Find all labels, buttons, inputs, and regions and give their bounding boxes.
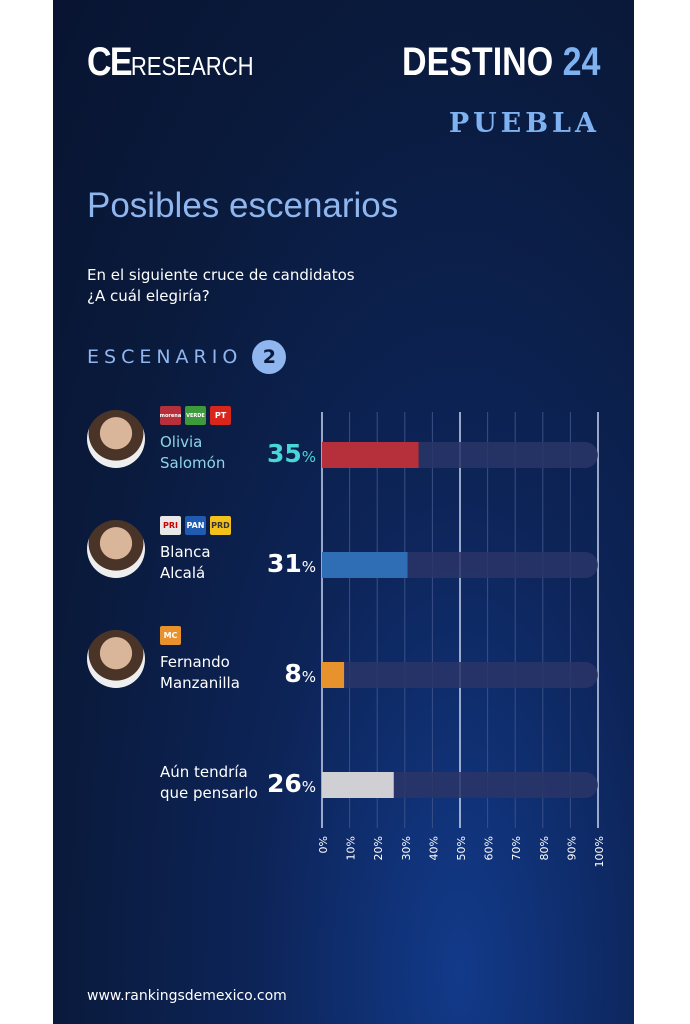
bar: [322, 772, 394, 798]
party-logo-pt-icon: PT: [210, 406, 231, 425]
x-tick-label: 20%: [372, 836, 385, 860]
x-tick-label: 100%: [593, 836, 606, 867]
x-tick-label: 90%: [565, 836, 578, 860]
party-logo-pan-icon: PAN: [185, 516, 206, 535]
bar-chart: 0% 10% 20% 30% 40% 50% 60% 70% 80% 90% 100%: [317, 412, 606, 867]
party-logos: PRI PAN PRD: [160, 516, 231, 535]
party-logo-verde-icon: VERDE: [185, 406, 206, 425]
candidate-photo: [87, 520, 145, 578]
state-label: PUEBLA: [448, 108, 600, 139]
candidate-percentage: 31%: [266, 549, 316, 578]
candidate-name: Fernando Manzanilla: [160, 653, 240, 692]
candidate-percentage: 35%: [266, 439, 316, 468]
party-logos: MC: [160, 626, 181, 645]
bar: [322, 442, 419, 468]
x-tick-label: 30%: [400, 836, 413, 860]
bar-track: [322, 662, 598, 688]
candidate-percentage: 8%: [284, 659, 316, 688]
x-tick-label: 70%: [510, 836, 523, 860]
x-tick-label: 40%: [427, 836, 440, 860]
x-tick-label: 60%: [483, 836, 496, 860]
question: En el siguiente cruce de candidatos ¿A cu…: [87, 266, 355, 305]
bar: [322, 662, 345, 688]
candidate-photo: [87, 630, 145, 688]
candidate-percentage: 26%: [266, 769, 316, 798]
x-tick-label: 0%: [317, 836, 330, 853]
x-tick-label: 50%: [455, 836, 468, 860]
ce-research-logo: CERESEARCH: [87, 40, 254, 84]
page-title: Posibles escenarios: [87, 186, 399, 225]
candidate-name: Aún tendría que pensarlo: [160, 763, 258, 802]
bar: [322, 552, 408, 578]
x-tick-label: 80%: [538, 836, 551, 860]
party-logo-prd-icon: PRD: [210, 516, 231, 535]
party-logo-mc-icon: MC: [160, 626, 181, 645]
scenario-number-badge: 2: [252, 340, 287, 374]
footer-url: www.rankingsdemexico.com: [87, 988, 287, 1004]
candidate-name: Olivia Salomón: [160, 433, 226, 472]
party-logo-pri-icon: PRI: [160, 516, 181, 535]
infographic-card: CERESEARCH DESTINO 24 PUEBLA Posibles es…: [53, 0, 634, 1024]
party-logos: morena VERDE PT: [160, 406, 231, 425]
candidate-photo: [87, 410, 145, 468]
x-tick-label: 10%: [345, 836, 358, 860]
destino-24-logo: DESTINO 24: [401, 40, 600, 84]
scenario-heading: ESCENARIO 2: [87, 340, 287, 374]
party-logo-morena-icon: morena: [160, 406, 181, 425]
candidate-name: Blanca Alcalá: [160, 543, 211, 582]
